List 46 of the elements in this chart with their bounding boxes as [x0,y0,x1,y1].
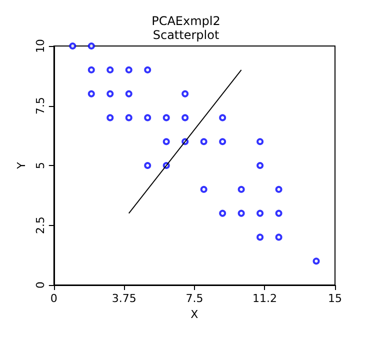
y-tick-label: 0 [34,282,47,288]
point [88,42,95,50]
point [238,210,245,217]
x-axis-title: X [190,308,199,321]
point [200,186,208,193]
point [88,66,95,74]
point [256,162,264,169]
y-tick-label: 7.5 [34,97,47,114]
x-tick-label: 15 [328,292,342,305]
y-axis-title: Y [15,162,28,170]
point [106,66,114,74]
point [162,138,170,146]
point [275,210,282,217]
point [144,114,152,122]
point [144,66,152,74]
y-tick-label: 5 [34,162,47,169]
point [162,114,170,122]
chart-title: PCAExmpl2 [152,14,220,28]
chart-subtitle: Scatterplot [152,28,220,42]
point [125,90,132,98]
x-tick-label: 3.75 [112,292,136,305]
point [219,114,226,122]
point [275,234,282,241]
point [125,114,132,122]
point [312,258,320,265]
y-tick-label: 2.5 [34,216,47,234]
y-tick-label: 10 [34,39,47,53]
point [256,210,264,217]
point [125,66,132,74]
point [106,114,114,122]
point [182,90,189,98]
point [182,114,189,122]
point [144,162,152,169]
point [106,90,114,98]
point [200,138,208,146]
point [275,186,282,193]
point [256,138,264,146]
point [88,90,95,98]
point [69,42,76,50]
point [256,234,264,241]
point [238,186,245,193]
x-tick-label: 0 [50,292,58,305]
point [219,210,226,217]
point [219,138,226,146]
x-tick-label: 11.2 [252,292,277,305]
x-tick-label: 7.5 [186,292,204,305]
